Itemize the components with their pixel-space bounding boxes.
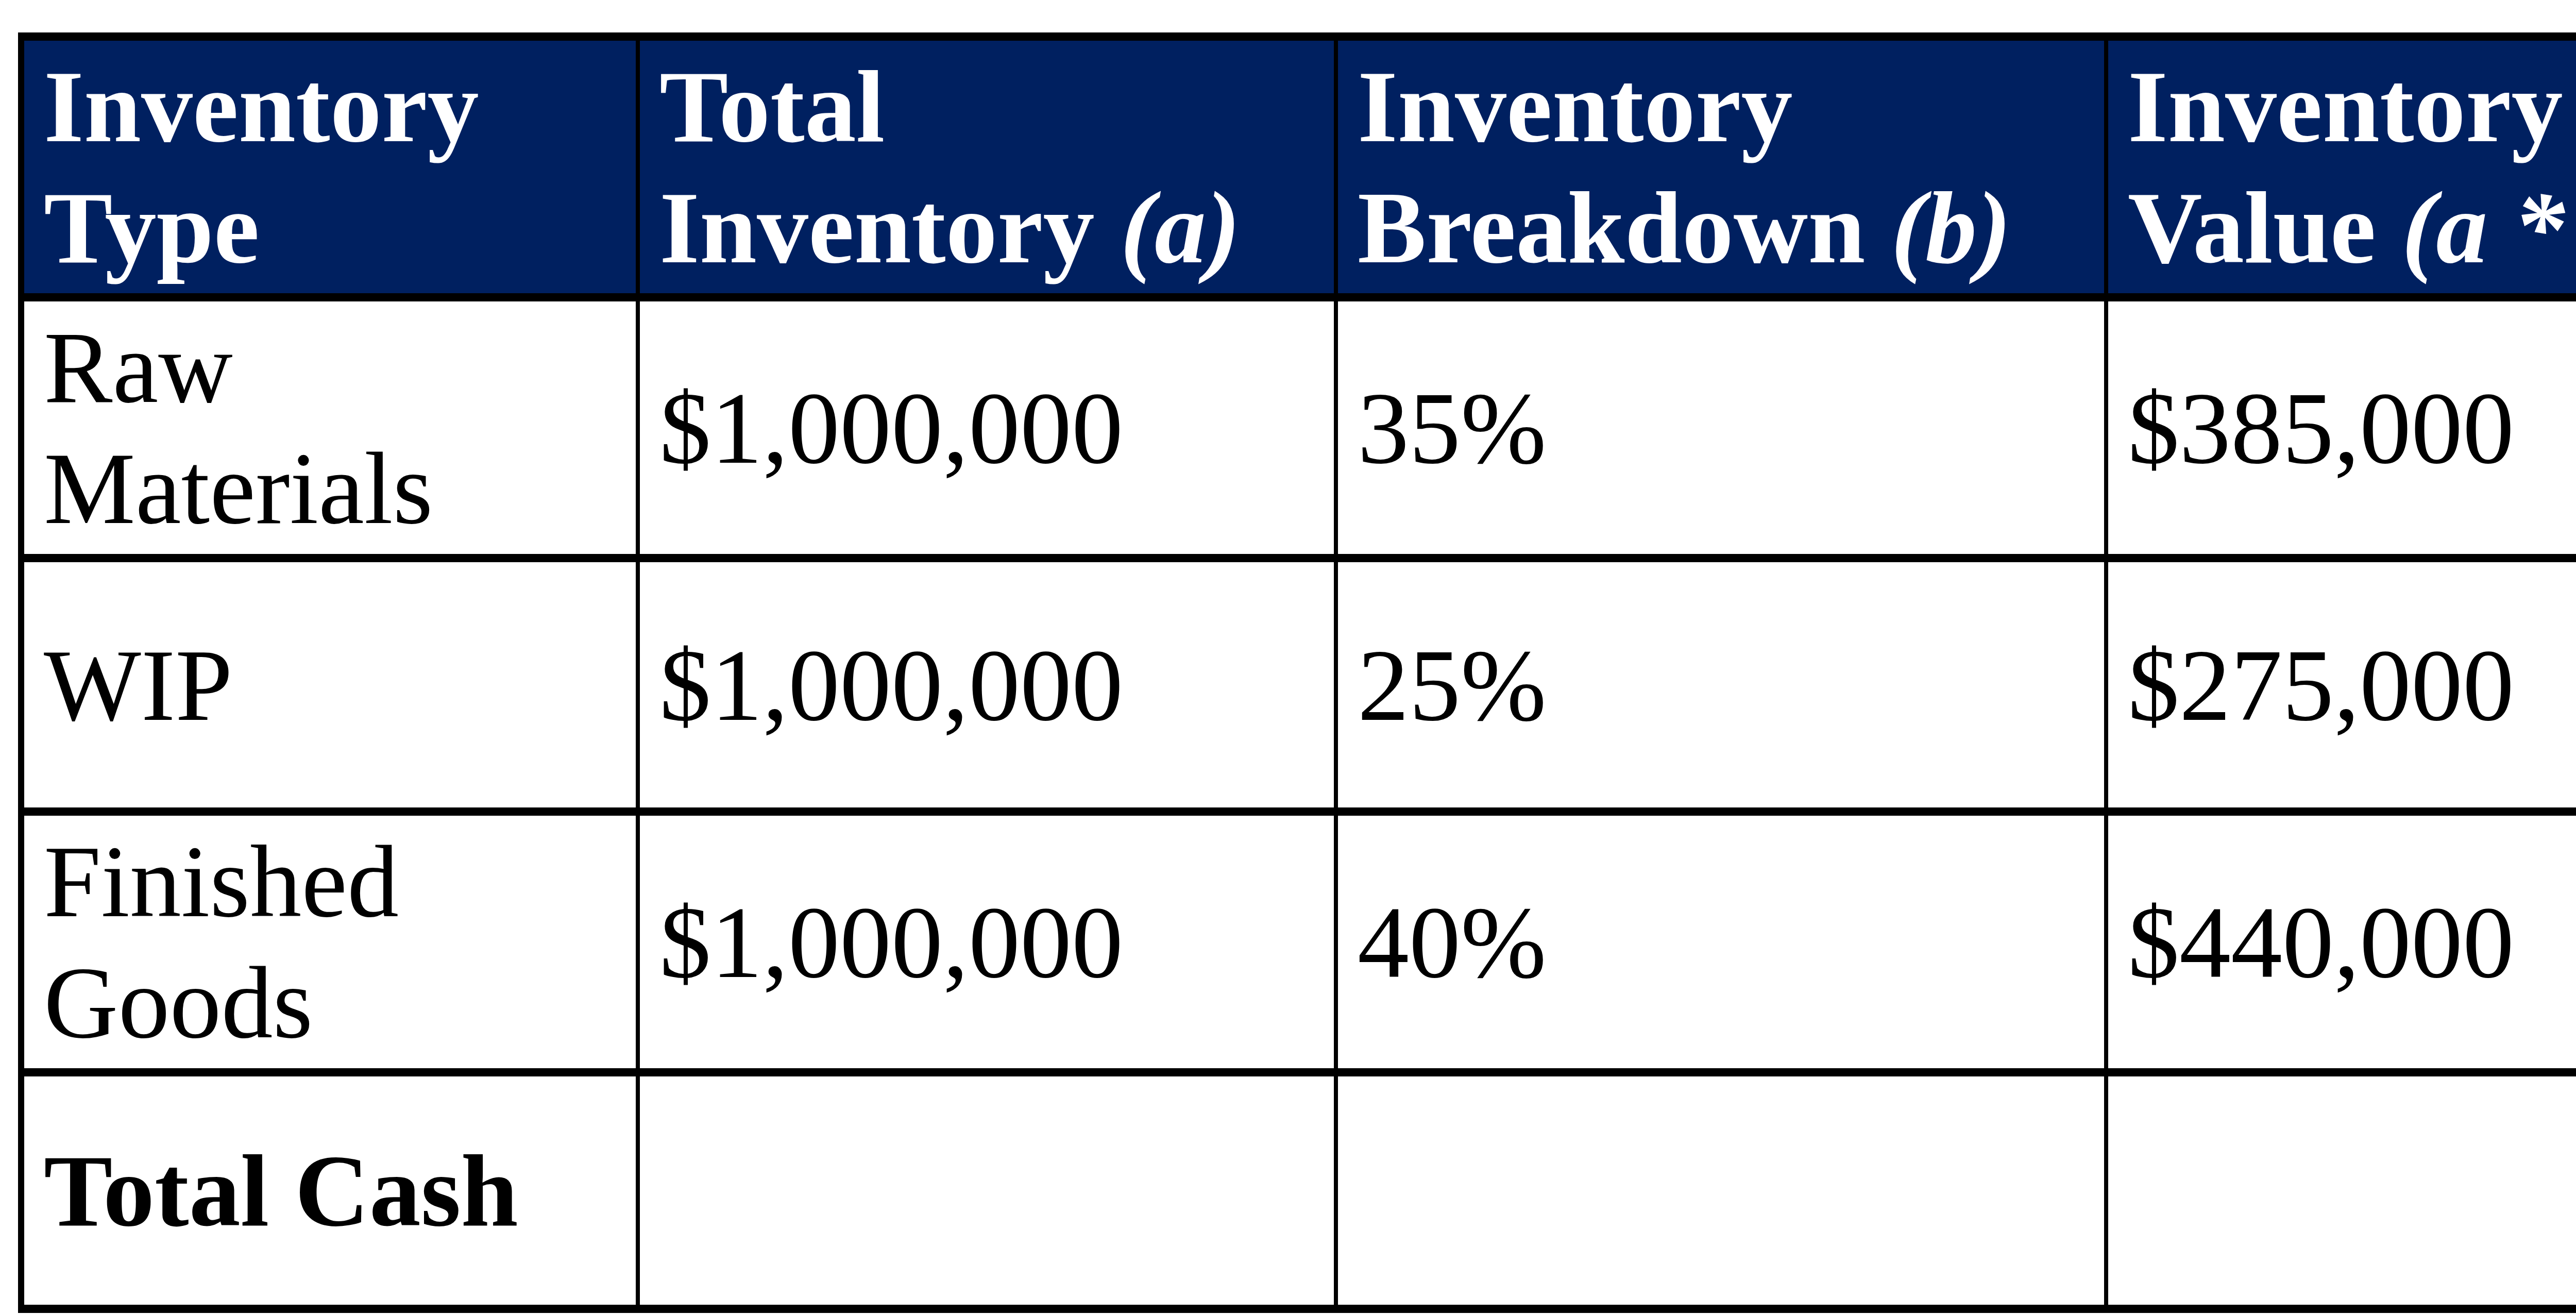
cell-inventory-breakdown [1336, 1072, 2106, 1309]
header-line2: Type [44, 171, 260, 284]
header-line2: Value (a * b) [2128, 171, 2576, 284]
table-row-finished-goods: Finished Goods $1,000,000 40% $440,000 5… [21, 812, 2576, 1072]
cell-inventory-value [2106, 1072, 2576, 1309]
header-line1: Inventory [44, 49, 479, 163]
header-cell-total-inventory: Total Inventory (a) [638, 37, 1336, 297]
formula-label: (a) [1120, 171, 1240, 284]
cell-total-inventory: $1,000,000 [638, 558, 1336, 812]
header-line1: Total [659, 49, 885, 163]
cell-inventory-type: Total Cash [21, 1072, 638, 1309]
cell-inventory-breakdown: 25% [1336, 558, 2106, 812]
cell-inventory-breakdown: 40% [1336, 812, 2106, 1072]
header-cell-inventory-type: Inventory Type [21, 37, 638, 297]
inventory-table: Inventory Type Total Inventory (a) Inven… [18, 32, 2576, 1313]
cell-inventory-value: $440,000 [2106, 812, 2576, 1072]
header-line1: Inventory [2128, 49, 2563, 163]
cell-total-inventory: $1,000,000 [638, 297, 1336, 558]
table-row-total-cash: Total Cash $324,500 [21, 1072, 2576, 1309]
table-row-wip: WIP $1,000,000 25% $275,000 10% $27,500 [21, 558, 2576, 812]
formula-label: (a * b) [2402, 171, 2576, 284]
header-line1: Inventory [1358, 49, 1792, 163]
header-row: Inventory Type Total Inventory (a) Inven… [21, 37, 2576, 297]
cell-inventory-value: $275,000 [2106, 558, 2576, 812]
cell-total-inventory: $1,000,000 [638, 812, 1336, 1072]
header-cell-inventory-breakdown: Inventory Breakdown (b) [1336, 37, 2106, 297]
cell-inventory-breakdown: 35% [1336, 297, 2106, 558]
header-line2: Inventory (a) [659, 171, 1241, 284]
cell-inventory-type: Raw Materials [21, 297, 638, 558]
header-cell-inventory-value: Inventory Value (a * b) [2106, 37, 2576, 297]
header-line2: Breakdown (b) [1358, 171, 2011, 284]
formula-label: (b) [1891, 171, 2011, 284]
table-row-raw-materials: Raw Materials $1,000,000 35% $385,000 20… [21, 297, 2576, 558]
cell-inventory-type: WIP [21, 558, 638, 812]
cell-inventory-value: $385,000 [2106, 297, 2576, 558]
cell-inventory-type: Finished Goods [21, 812, 638, 1072]
page: { "table": { "headers": [ { "line1": "In… [0, 0, 2576, 1314]
cell-total-inventory [638, 1072, 1336, 1309]
